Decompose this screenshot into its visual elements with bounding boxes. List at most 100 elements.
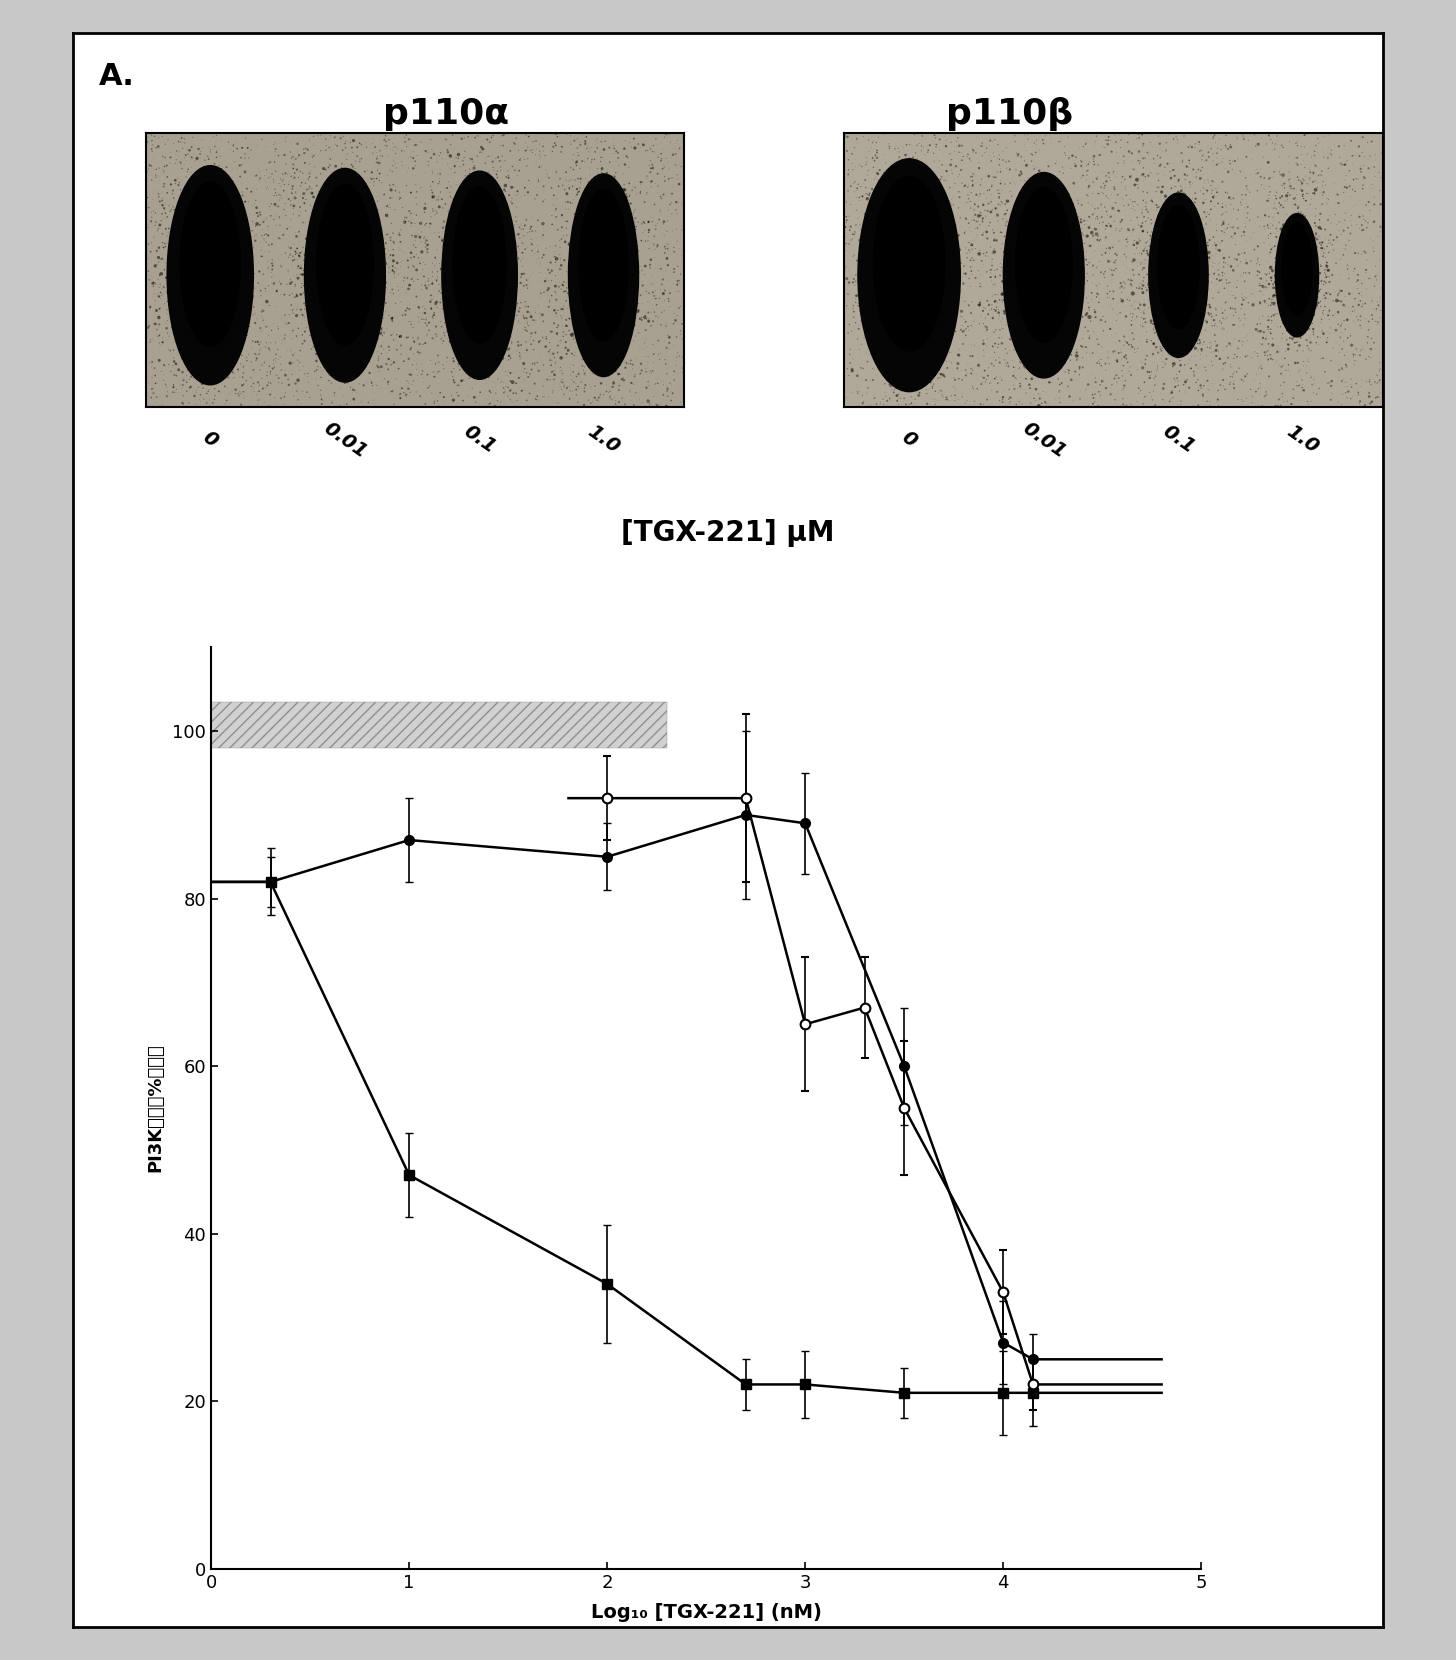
Point	[393, 128, 416, 154]
Point	[1075, 246, 1098, 272]
Point	[415, 294, 438, 320]
Point	[287, 252, 310, 279]
Point	[1229, 262, 1252, 289]
Point	[1325, 329, 1348, 355]
Point	[1076, 181, 1099, 208]
Point	[855, 151, 878, 178]
Point	[234, 124, 258, 151]
Point	[1083, 237, 1107, 264]
Point	[253, 277, 277, 304]
Point	[1278, 247, 1302, 274]
Point	[294, 274, 317, 300]
Point	[555, 287, 578, 314]
Point	[1013, 289, 1037, 315]
Point	[1351, 290, 1374, 317]
Point	[233, 144, 256, 171]
Point	[201, 274, 224, 300]
Point	[524, 295, 547, 322]
Point	[432, 355, 456, 382]
Point	[239, 251, 262, 277]
Point	[443, 141, 466, 168]
Point	[1029, 317, 1053, 344]
Point	[1104, 387, 1127, 413]
Point	[347, 309, 370, 335]
Point	[381, 148, 405, 174]
Point	[911, 299, 935, 325]
Point	[901, 186, 925, 212]
Point	[874, 219, 897, 246]
Point	[1156, 244, 1179, 271]
Point	[411, 277, 434, 304]
Point	[847, 214, 871, 241]
Point	[1032, 294, 1056, 320]
Point	[926, 297, 949, 324]
Point	[1060, 206, 1083, 232]
Point	[1297, 345, 1321, 372]
Point	[932, 267, 955, 294]
Point	[1264, 262, 1287, 289]
Point	[622, 247, 645, 274]
Point	[558, 305, 581, 332]
Point	[422, 364, 446, 390]
Point	[1003, 359, 1026, 385]
Point	[181, 261, 204, 287]
Point	[1102, 208, 1125, 234]
Point	[397, 264, 421, 290]
Point	[1331, 355, 1354, 382]
Point	[323, 297, 347, 324]
Point	[635, 359, 658, 385]
Point	[1002, 362, 1025, 388]
Point	[1348, 388, 1372, 415]
Point	[510, 144, 533, 171]
Point	[355, 191, 379, 217]
Point	[546, 173, 569, 199]
Point	[558, 305, 581, 332]
Point	[1252, 229, 1275, 256]
Point	[197, 143, 220, 169]
Point	[328, 297, 351, 324]
Point	[1028, 203, 1051, 229]
Point	[326, 216, 349, 242]
Point	[1022, 262, 1045, 289]
Point	[345, 143, 368, 169]
Point	[638, 236, 661, 262]
Point	[1028, 227, 1051, 254]
Point	[996, 188, 1019, 214]
Point	[162, 337, 185, 364]
Point	[1009, 221, 1032, 247]
Point	[368, 290, 392, 317]
Point	[183, 390, 207, 417]
Point	[443, 159, 466, 186]
Point	[1361, 289, 1385, 315]
Point	[1265, 337, 1289, 364]
Point	[1146, 224, 1169, 251]
Point	[250, 304, 274, 330]
Point	[154, 131, 178, 158]
Point	[566, 287, 590, 314]
Point	[1278, 266, 1302, 292]
Point	[914, 264, 938, 290]
Point	[268, 204, 291, 231]
Point	[1351, 335, 1374, 362]
Point	[923, 378, 946, 405]
Point	[447, 153, 470, 179]
Point	[169, 149, 192, 176]
Point	[612, 367, 635, 393]
Point	[1013, 133, 1037, 159]
Point	[960, 164, 983, 191]
Point	[379, 279, 402, 305]
Point	[1294, 287, 1318, 314]
Point	[1370, 378, 1393, 405]
Point	[373, 322, 396, 349]
Point	[1195, 367, 1219, 393]
Point	[511, 239, 534, 266]
Point	[968, 171, 992, 198]
Point	[566, 315, 590, 342]
Point	[510, 247, 533, 274]
Point	[1229, 295, 1252, 322]
Point	[1192, 329, 1216, 355]
Point	[900, 362, 923, 388]
Point	[323, 325, 347, 352]
Point	[265, 277, 288, 304]
Point	[1284, 256, 1307, 282]
